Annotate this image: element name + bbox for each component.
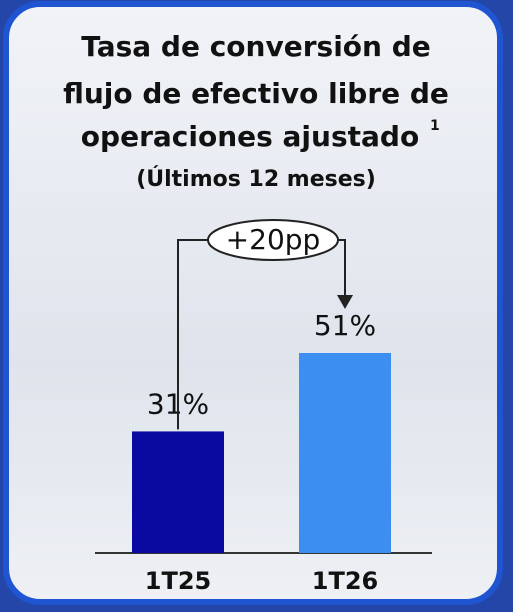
value-label: 51% — [314, 309, 376, 342]
chart-title: Tasa de conversión de — [81, 30, 431, 63]
annotation-bubble — [207, 219, 339, 261]
x-tick-label: 1T25 — [145, 567, 211, 595]
x-tick-label: 1T26 — [312, 567, 378, 595]
chart-subtitle: (Últimos 12 meses) — [136, 166, 376, 192]
bracket — [337, 239, 346, 298]
footnote-marker: 1 — [430, 118, 440, 134]
bracket — [177, 239, 209, 430]
arrow-head — [337, 295, 353, 309]
chart-title: flujo de efectivo libre de — [63, 77, 449, 110]
chart-title: operaciones ajustado — [81, 120, 419, 153]
annotation: +20pp — [226, 223, 321, 256]
bar — [299, 353, 391, 553]
bar — [132, 431, 224, 553]
